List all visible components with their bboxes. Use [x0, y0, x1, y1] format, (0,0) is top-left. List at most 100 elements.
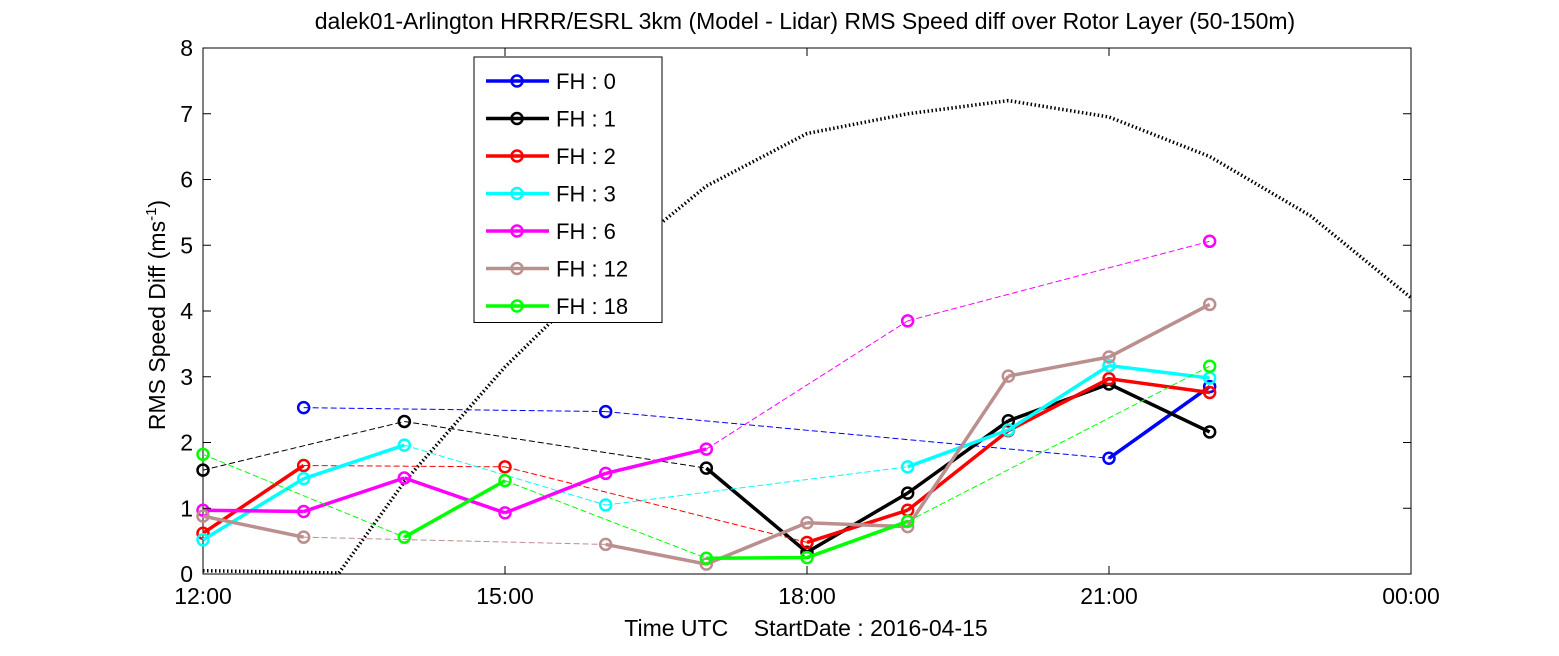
series-segment [1008, 355, 1110, 378]
legend-box [473, 56, 663, 323]
series-segment [906, 375, 1010, 528]
legend-label: FH : 2 [556, 144, 616, 169]
legend-swatch-marker [510, 261, 524, 276]
series-segment-dashed [404, 444, 606, 506]
legend-swatch-marker [510, 149, 524, 163]
data-point [1102, 350, 1116, 364]
series-segment [202, 508, 304, 514]
data-point [196, 509, 210, 523]
chart-title: dalek01-Arlington HRRR/ESRL 3km (Model -… [315, 8, 1295, 34]
y-axis: 0 1 2 3 4 5 6 7 8 [180, 35, 1411, 587]
series-2 [196, 377, 1217, 560]
series-segment [806, 519, 909, 560]
data-point [498, 460, 512, 474]
data-point [1202, 234, 1217, 249]
y-tick-label: 1 [180, 495, 193, 521]
series-segment [906, 419, 1010, 495]
y-tick-label: 4 [180, 298, 193, 324]
legend-swatch-marker [510, 299, 524, 313]
data-point [1001, 369, 1016, 383]
y-tick-label: 8 [180, 35, 193, 61]
y-tick-label: 6 [180, 167, 193, 193]
data-point [196, 503, 210, 517]
x-tick-label: 18:00 [778, 583, 836, 609]
legend-label: FH : 6 [556, 219, 616, 244]
series-segment-dashed [303, 407, 606, 413]
series-segment [1108, 302, 1211, 359]
data-point [800, 535, 814, 550]
data-point [900, 460, 915, 474]
data-point [598, 498, 613, 512]
data-point [397, 530, 412, 544]
series-segment [504, 471, 607, 515]
series-5 [196, 234, 1217, 520]
series-segment [1108, 376, 1210, 395]
series-segment [605, 542, 707, 566]
x-axis-label: Time UTC StartDate : 2016-04-15 [624, 615, 987, 641]
data-point [1102, 358, 1116, 373]
y-tick-label: 2 [180, 430, 193, 456]
series-segment-dashed [202, 420, 405, 471]
y-tick-label: 5 [180, 232, 193, 258]
data-point [699, 461, 714, 475]
data-point [296, 400, 311, 415]
legend-label: FH : 1 [556, 107, 616, 132]
data-point [1102, 451, 1116, 466]
data-point [296, 458, 311, 473]
data-point [800, 550, 814, 565]
series-segment-dashed [907, 240, 1210, 322]
legend-label: FH : 12 [556, 257, 628, 282]
series-segment [1107, 385, 1211, 460]
series-segment [1007, 377, 1110, 433]
legend-swatch-marker [510, 111, 524, 126]
data-point [900, 314, 915, 328]
series-1 [296, 379, 1217, 466]
data-point [196, 447, 210, 462]
series-7 [196, 359, 1217, 565]
data-point [699, 551, 714, 565]
series-segment-dashed [202, 453, 405, 538]
data-point [196, 463, 210, 477]
series-segment-dashed [303, 536, 606, 545]
data-point [1202, 425, 1217, 439]
data-point [397, 438, 412, 452]
x-tick-label: 15:00 [476, 583, 534, 609]
data-point [196, 533, 210, 547]
series-segment [705, 466, 809, 554]
series-segment [706, 555, 808, 560]
series-segment [1108, 382, 1211, 434]
data-point [1202, 297, 1217, 312]
legend-label: FH : 18 [556, 294, 628, 319]
series-segment-dashed [303, 465, 506, 468]
series-segment [403, 479, 506, 539]
background-curve-layer [202, 98, 1413, 575]
y-axis-label-unit-exponent: -1 [143, 208, 160, 221]
series-segment [906, 429, 1010, 512]
legend-swatch-marker [510, 224, 524, 238]
series-segment-dashed [605, 411, 1110, 459]
series-segment [1007, 382, 1110, 423]
series-segment [605, 447, 707, 476]
y-axis-label-close: ) [144, 200, 170, 208]
legend-swatch-marker [510, 186, 524, 201]
data-point [800, 515, 814, 530]
data-point [498, 473, 512, 488]
data-point [1001, 423, 1016, 437]
background-dotted-curve [202, 98, 1413, 575]
legend-label: FH : 0 [556, 69, 616, 94]
legend-label: FH : 3 [556, 182, 616, 207]
data-point [1202, 385, 1217, 400]
y-axis-label-main: RMS Speed Diff (ms [144, 221, 170, 430]
series-segment [1108, 363, 1210, 380]
series-segment [202, 464, 305, 535]
series-segment [806, 491, 909, 554]
y-tick-label: 3 [180, 364, 193, 390]
data-point [296, 530, 311, 544]
series-segment [303, 443, 405, 481]
data-point [296, 471, 311, 486]
data-point [598, 466, 613, 481]
x-tick-label: 21:00 [1080, 583, 1138, 609]
legend: FH : 0 FH : 1 FH : 2 FH : 3 FH : 6 FH : 12 FH … [473, 56, 663, 323]
data-point [1202, 359, 1217, 373]
